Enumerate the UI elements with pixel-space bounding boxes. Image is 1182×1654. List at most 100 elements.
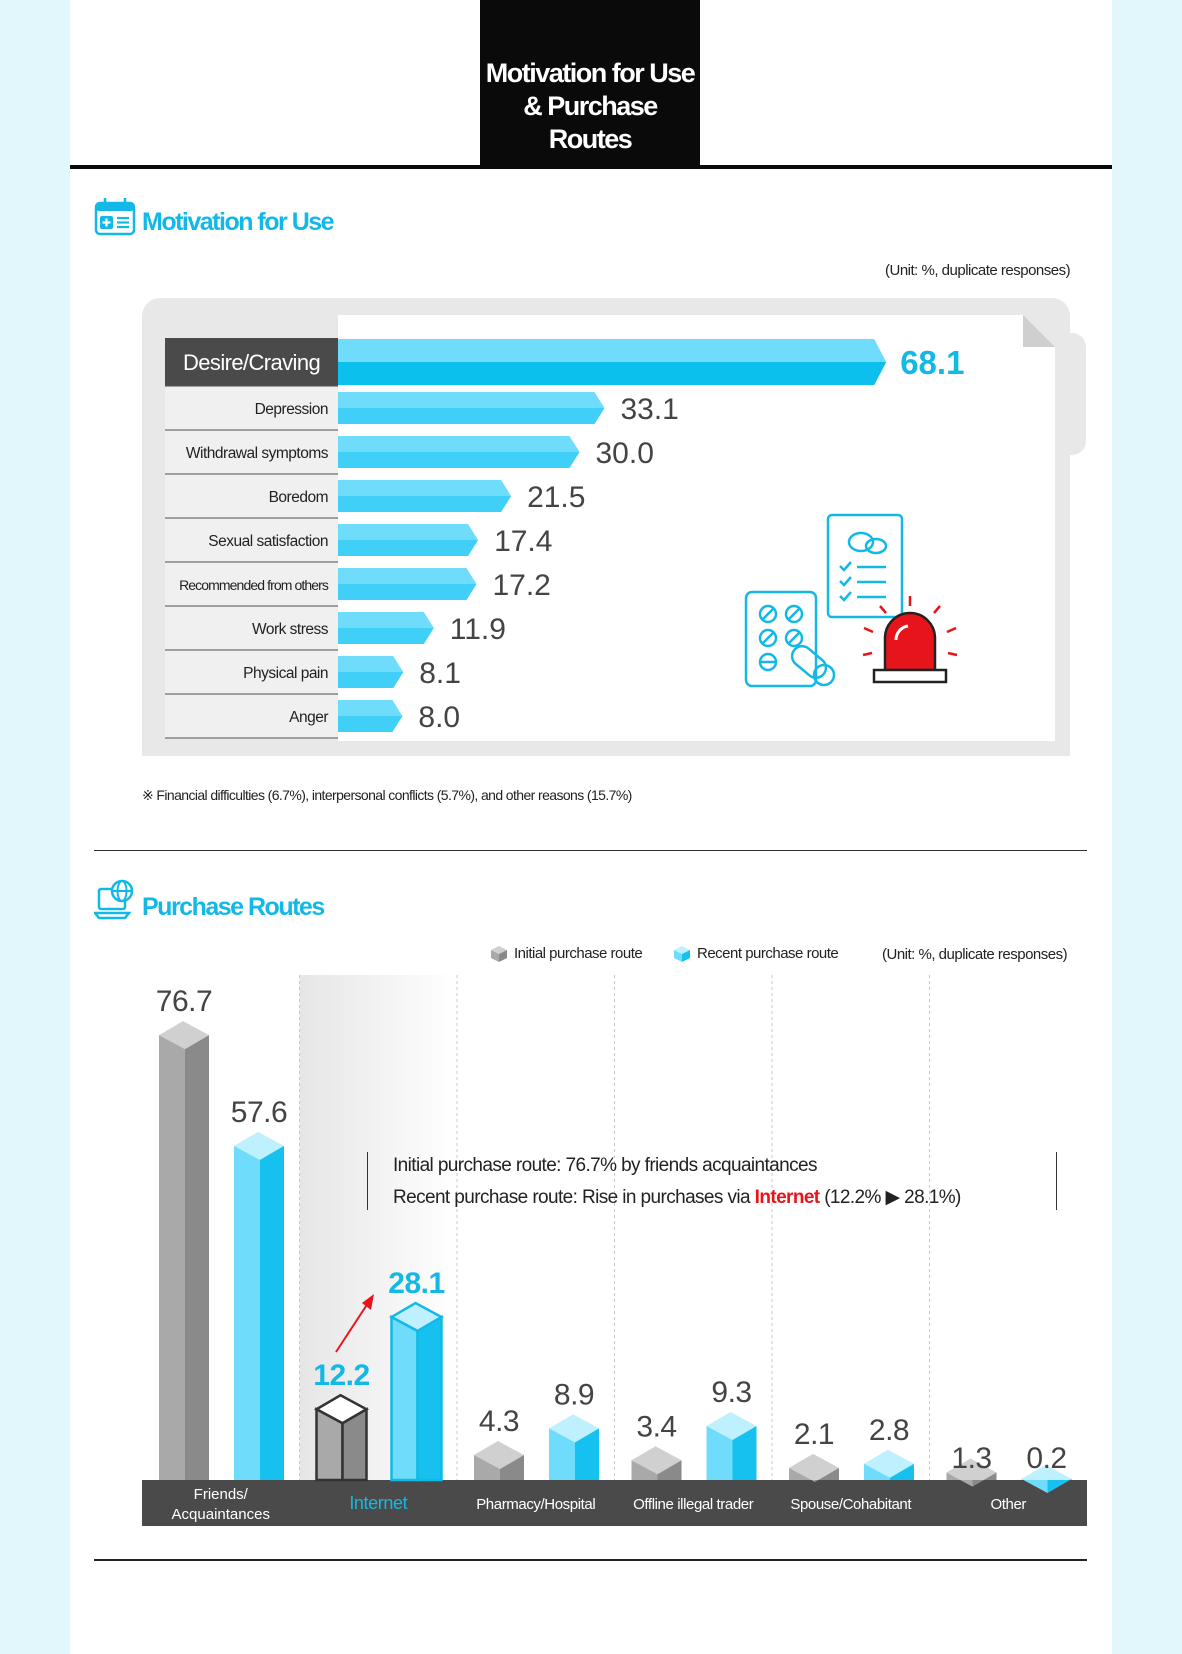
header-title-line1: Motivation for Use	[485, 58, 696, 88]
initial-value-internet: 12.2	[313, 1359, 369, 1392]
initial-bar-spouse-cohabitant-side	[815, 1467, 839, 1482]
category-label-other: Other	[990, 1496, 1026, 1513]
motivation-unit: (Unit: %, duplicate responses)	[885, 262, 1071, 279]
category-label-bg-desire-craving	[165, 338, 338, 386]
bottom-divider	[94, 1559, 1087, 1561]
category-label-friends-acquaintances-line1: Friends/	[194, 1486, 249, 1503]
motivation-footnote: ※ Financial difficulties (6.7%), interpe…	[142, 787, 632, 803]
initial-bar-friends-acquaintances	[159, 1035, 185, 1480]
callout-line2: Recent purchase route: Rise in purchases…	[393, 1186, 961, 1209]
recent-bar-spouse-cohabitant-top	[864, 1449, 914, 1478]
category-label-pharmacy-hospital: Pharmacy/Hospital	[476, 1496, 595, 1513]
recent-bar-spouse-cohabitant	[864, 1463, 890, 1480]
category-label-withdrawal-symptoms: Withdrawal symptoms	[186, 445, 329, 462]
category-label-bg-boredom	[165, 475, 338, 517]
recent-bar-other	[1021, 1478, 1048, 1493]
bar-shade-withdrawal-symptoms	[338, 452, 580, 468]
recent-bar-friends-acquaintances-top	[234, 1131, 284, 1160]
category-label-depression: Depression	[255, 401, 328, 418]
recent-value-other: 0.2	[1026, 1442, 1066, 1475]
motivation-chart: Desire/Craving 68.1 Depression 33.1 Withdraw…	[165, 338, 964, 739]
bar-shade-recommended-from-others	[338, 584, 477, 600]
category-label-internet: Internet	[349, 1493, 407, 1513]
initial-bar-pharmacy-hospital-top	[474, 1441, 524, 1470]
purchase-unit: (Unit: %, duplicate responses)	[882, 946, 1068, 963]
bar-shade-boredom	[338, 496, 512, 512]
category-label-bg-sexual-satisfaction	[165, 519, 338, 561]
initial-bar-pharmacy-hospital	[474, 1455, 500, 1480]
recent-value-pharmacy-hospital: 8.9	[554, 1378, 594, 1411]
value-label-physical-pain: 8.1	[419, 657, 461, 690]
callout-highlight: Internet	[754, 1187, 820, 1208]
initial-value-other: 1.3	[951, 1442, 991, 1475]
recent-bar-offline-illegal-trader-side	[732, 1426, 757, 1480]
illustration	[744, 513, 958, 688]
recent-bar-pharmacy-hospital-side	[575, 1428, 599, 1480]
recent-value-internet: 28.1	[388, 1267, 444, 1300]
category-label-bg-anger	[165, 695, 338, 737]
header-rule	[70, 165, 1112, 169]
category-label-physical-pain: Physical pain	[243, 665, 328, 682]
recent-bar-other-side	[1047, 1478, 1072, 1493]
initial-bar-pharmacy-hospital-side	[500, 1455, 524, 1480]
initial-bar-other-side	[972, 1472, 997, 1487]
category-label-bg-recommended-from-others	[165, 563, 338, 605]
category-band	[142, 1480, 1087, 1526]
callout-box: Initial purchase route: 76.7% by friends…	[367, 1152, 1057, 1210]
category-label-bg-withdrawal-symptoms	[165, 431, 338, 473]
checklist-icon	[826, 513, 904, 619]
purchase-chart: 76.7 57.6 Friends/Acquaintances 12.2 28.1 Int…	[142, 975, 1087, 1526]
category-label-bg-physical-pain	[165, 651, 338, 693]
initial-bar-spouse-cohabitant-top	[789, 1453, 839, 1482]
value-label-withdrawal-symptoms: 30.0	[596, 437, 654, 470]
bar-shade-work-stress	[338, 628, 434, 644]
chart-page-fold	[1023, 315, 1055, 347]
category-label-bg-depression	[165, 387, 338, 429]
siren-icon	[862, 596, 958, 684]
initial-value-pharmacy-hospital: 4.3	[479, 1405, 519, 1438]
medical-kit-icon	[94, 198, 136, 236]
category-label-work-stress: Work stress	[252, 621, 329, 638]
recent-value-offline-illegal-trader: 9.3	[711, 1376, 751, 1409]
value-label-depression: 33.1	[620, 393, 678, 426]
initial-bar-other	[946, 1472, 973, 1487]
category-label-spouse-cohabitant: Spouse/Cohabitant	[790, 1496, 912, 1513]
header-title-box: Motivation for Use & Purchase Routes	[480, 0, 700, 165]
initial-value-spouse-cohabitant: 2.1	[794, 1418, 834, 1451]
recent-bar-pharmacy-hospital-top	[549, 1414, 599, 1443]
recent-value-spouse-cohabitant: 2.8	[869, 1414, 909, 1447]
recent-bar-pharmacy-hospital	[549, 1428, 575, 1480]
category-label-bg-work-stress	[165, 607, 338, 649]
value-label-desire-craving: 68.1	[900, 344, 964, 381]
initial-bar-offline-illegal-trader-top	[631, 1446, 682, 1475]
initial-bar-internet-side	[341, 1407, 368, 1482]
bar-shade-sexual-satisfaction	[338, 540, 479, 556]
category-label-boredom: Boredom	[269, 489, 328, 506]
category-label-offline-illegal-trader: Offline illegal trader	[633, 1496, 754, 1513]
recent-bar-internet	[390, 1314, 419, 1482]
category-label-anger: Anger	[289, 709, 328, 726]
motivation-section-title: Motivation for Use	[142, 208, 335, 236]
value-label-boredom: 21.5	[527, 481, 585, 514]
recent-bar-internet-side	[416, 1314, 443, 1482]
value-label-work-stress: 11.9	[450, 613, 506, 646]
legend-initial-swatch	[491, 946, 507, 962]
initial-value-offline-illegal-trader: 3.4	[636, 1410, 676, 1443]
laptop-globe-icon	[94, 879, 134, 920]
recent-bar-spouse-cohabitant-side	[890, 1463, 914, 1480]
recent-bar-offline-illegal-trader-top	[706, 1412, 757, 1441]
callout-line1: Initial purchase route: 76.7% by friends…	[393, 1155, 817, 1176]
value-label-recommended-from-others: 17.2	[492, 569, 550, 602]
callout-line2-prefix: Recent purchase route: Rise in purchases…	[393, 1187, 755, 1208]
legend-recent-swatch	[674, 946, 690, 962]
initial-bar-internet	[315, 1407, 344, 1482]
bar-shade-desire-craving	[338, 362, 887, 385]
initial-bar-friends-acquaintances-side	[185, 1035, 209, 1480]
bar-shade-depression	[338, 408, 605, 424]
recent-bar-friends-acquaintances-side	[260, 1145, 284, 1480]
purchase-section-title: Purchase Routes	[142, 893, 325, 921]
category-label-sexual-satisfaction: Sexual satisfaction	[208, 533, 328, 550]
value-label-anger: 8.0	[418, 701, 460, 734]
pill-pack-icon	[744, 590, 836, 688]
category-label-desire-craving: Desire/Craving	[183, 350, 320, 375]
